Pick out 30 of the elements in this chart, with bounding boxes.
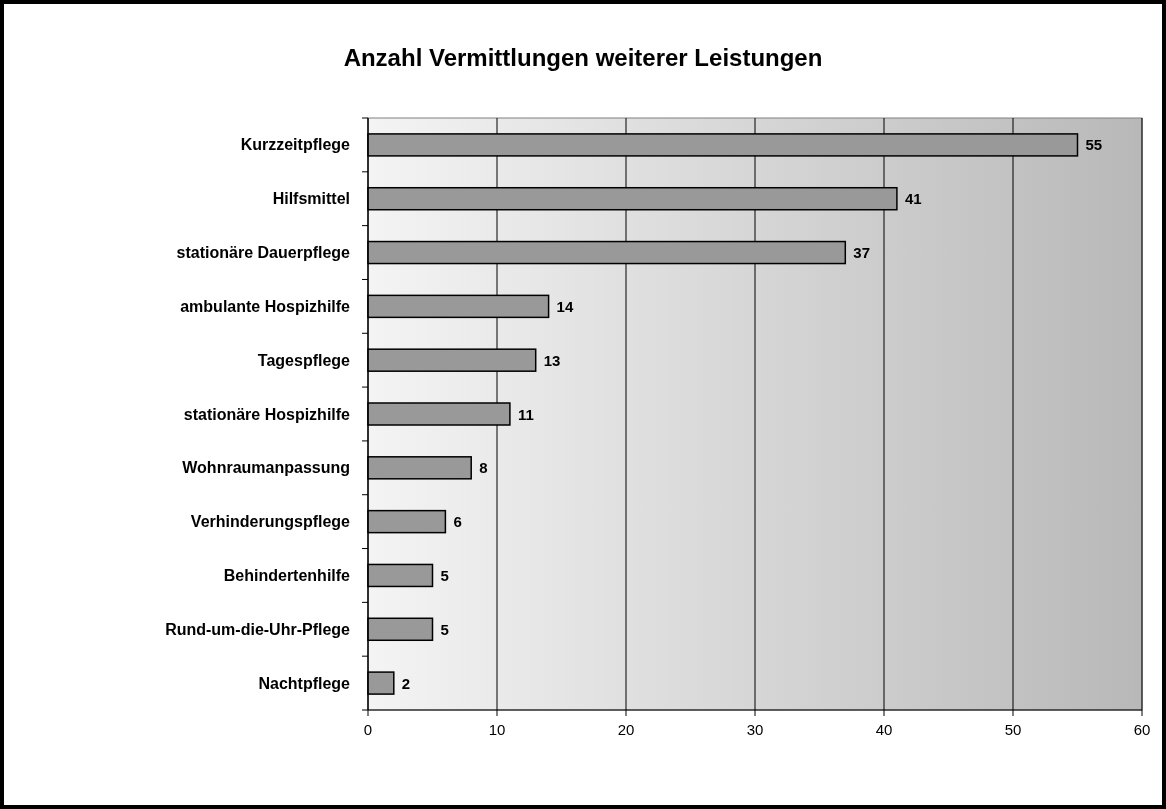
data-label: 41	[904, 190, 922, 208]
y-tick-label: Kurzzeitpflege	[240, 136, 351, 154]
y-tick-label: Rund-um-die-Uhr-Pflege	[165, 620, 351, 638]
data-label: 2	[401, 674, 411, 692]
y-tick-label: Tagespflege	[257, 351, 351, 369]
x-tick-label: 10	[488, 721, 506, 738]
x-tick-label: 20	[617, 721, 635, 738]
y-tick-label: stationäre Hospizhilfe	[183, 405, 351, 423]
chart-title: Anzahl Vermittlungen weiterer Leistungen	[343, 44, 823, 71]
y-tick-label: ambulante Hospizhilfe	[180, 297, 351, 315]
data-label: 37	[853, 244, 870, 262]
data-label: 13	[543, 351, 561, 369]
data-label: 55	[1085, 136, 1103, 154]
data-label: 5	[440, 620, 449, 638]
data-label: 5	[440, 566, 449, 584]
data-label: 11	[517, 405, 534, 423]
x-tick-label: 40	[875, 721, 893, 738]
data-label: 8	[479, 459, 488, 477]
x-tick-label: 50	[1004, 721, 1022, 738]
x-tick-label: 30	[746, 721, 764, 738]
x-tick-label: 60	[1133, 721, 1151, 738]
y-tick-label: Nachtpflege	[258, 674, 351, 692]
data-label: 14	[556, 297, 574, 315]
x-tick-label: 0	[363, 721, 373, 738]
y-tick-label: Wohnraumanpassung	[182, 459, 350, 477]
y-tick-label: Hilfsmittel	[272, 190, 350, 208]
y-tick-label: stationäre Dauerpflege	[176, 244, 351, 262]
y-tick-label: Verhinderungspflege	[190, 513, 351, 531]
data-label: 6	[453, 513, 462, 531]
y-tick-label: Behindertenhilfe	[223, 566, 351, 584]
